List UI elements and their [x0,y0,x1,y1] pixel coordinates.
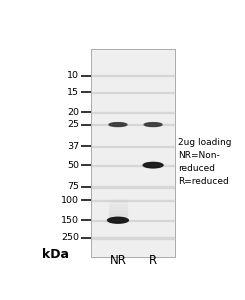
Ellipse shape [112,219,124,222]
Text: NR: NR [110,254,126,267]
Bar [91,220,175,221]
Text: 20: 20 [67,108,79,117]
Bar [91,165,175,166]
Text: kDa: kDa [42,248,69,261]
Text: R: R [149,254,157,267]
Ellipse shape [109,123,127,127]
Bar [91,75,175,76]
Text: 75: 75 [67,182,79,191]
Ellipse shape [110,123,126,126]
Ellipse shape [110,218,126,222]
Ellipse shape [147,164,159,166]
Text: 15: 15 [67,88,79,97]
Bar [91,112,175,113]
Bar [109,211,127,213]
Bar [91,124,175,125]
Ellipse shape [143,162,163,168]
Ellipse shape [108,217,128,223]
Ellipse shape [146,163,160,167]
Bar [109,208,127,210]
Bar [109,202,127,204]
Bar [109,214,127,216]
Bar [91,49,175,256]
Ellipse shape [111,123,125,126]
Ellipse shape [148,124,158,126]
Text: 2ug loading
NR=Non-
reduced
R=reduced: 2ug loading NR=Non- reduced R=reduced [178,138,231,186]
Ellipse shape [146,123,160,126]
Text: 37: 37 [67,142,79,151]
Bar [109,199,127,201]
Ellipse shape [145,123,161,126]
Bar [109,205,127,207]
Bar [91,200,175,201]
Ellipse shape [144,163,162,168]
Text: 100: 100 [61,196,79,205]
Text: 250: 250 [61,233,79,242]
Bar [91,237,175,238]
Text: 25: 25 [67,120,79,129]
Text: 10: 10 [67,71,79,80]
Ellipse shape [144,123,162,127]
Ellipse shape [113,124,123,126]
Bar [91,146,175,147]
Ellipse shape [109,218,127,223]
Bar [91,187,175,188]
Text: 150: 150 [61,216,79,225]
Text: 50: 50 [67,160,79,169]
Bar [91,92,175,93]
